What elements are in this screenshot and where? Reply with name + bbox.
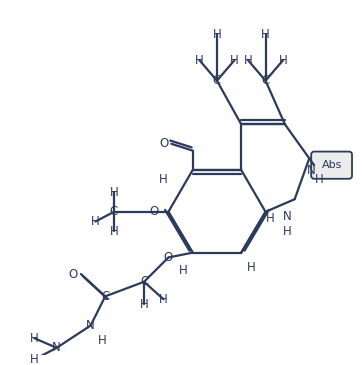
Text: H: H — [159, 173, 168, 186]
Text: H: H — [266, 212, 275, 225]
Text: H: H — [140, 297, 148, 311]
Text: C: C — [101, 290, 109, 303]
Text: O: O — [159, 137, 168, 150]
Text: H: H — [178, 264, 187, 277]
Text: H: H — [110, 186, 118, 199]
Text: C: C — [110, 205, 118, 218]
Text: C: C — [261, 74, 270, 87]
Text: O: O — [68, 268, 78, 281]
Text: C: C — [213, 74, 221, 87]
Text: H: H — [261, 27, 270, 41]
Text: O: O — [149, 205, 159, 218]
Text: O: O — [164, 251, 173, 264]
Text: H: H — [315, 173, 323, 186]
Text: N: N — [307, 164, 316, 177]
Text: N: N — [52, 341, 61, 354]
Text: H: H — [212, 27, 221, 41]
Text: H: H — [282, 225, 291, 238]
Text: H: H — [30, 353, 39, 365]
Text: H: H — [230, 54, 239, 67]
FancyBboxPatch shape — [311, 151, 352, 179]
Text: H: H — [244, 54, 252, 67]
Text: H: H — [110, 225, 118, 238]
Text: N: N — [86, 319, 95, 332]
Text: H: H — [30, 332, 39, 345]
Text: Abs: Abs — [321, 160, 342, 170]
Text: N: N — [282, 210, 291, 223]
Text: C: C — [140, 275, 148, 288]
Text: H: H — [279, 54, 287, 67]
Text: H: H — [247, 261, 255, 274]
Text: H: H — [159, 293, 168, 306]
Text: H: H — [195, 54, 204, 67]
Text: H: H — [91, 215, 100, 228]
Text: H: H — [98, 334, 107, 347]
